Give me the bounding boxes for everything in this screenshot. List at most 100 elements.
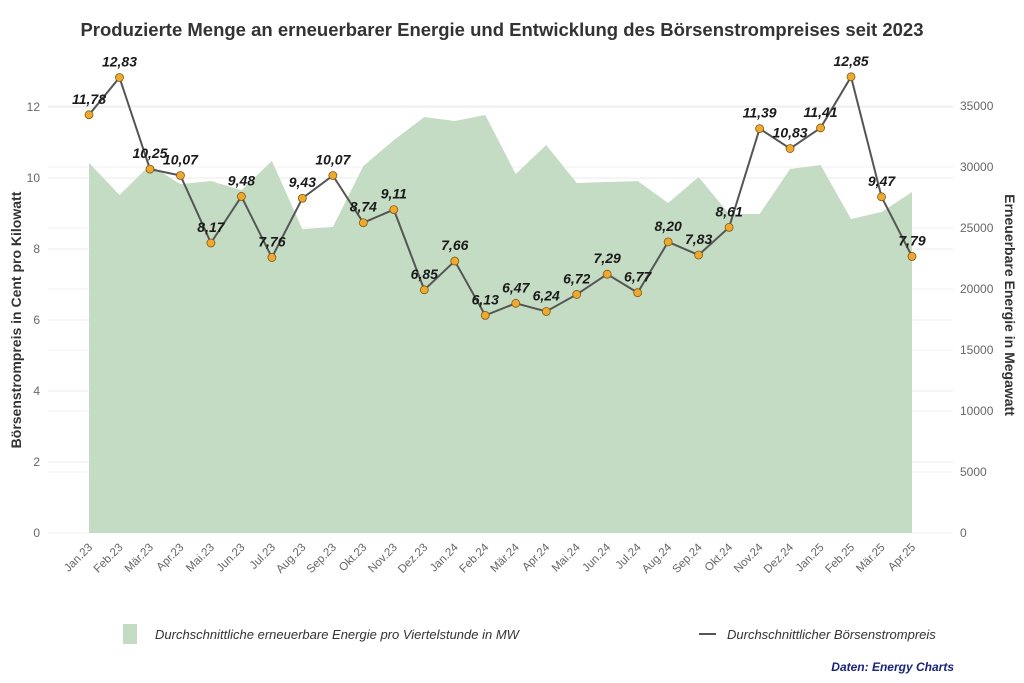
price-data-label: 9,43 [289,174,316,190]
y-left-tick-label: 12 [27,100,41,114]
price-data-label: 7,83 [685,231,712,247]
x-tick-label: Aug.24 [640,541,675,576]
y-right-ticks: 0 5000 10000 15000 20000 25000 30000 35000 [960,99,994,540]
x-tick-label: Okt.23 [337,542,369,574]
price-point [541,307,551,316]
y-left-tick-label: 10 [27,171,41,185]
price-point [633,288,643,298]
price-data-label: 9,48 [228,172,255,188]
price-point [785,144,795,153]
price-point [724,222,734,232]
price-point [602,269,612,279]
price-data-label: 6,85 [411,266,438,282]
price-data-label: 11,39 [743,105,777,121]
price-point [419,285,429,295]
legend: Durchschnittliche erneuerbare Energie pr… [123,624,936,644]
price-data-label: 7,29 [594,250,621,266]
y-right-tick-label: 30000 [960,160,994,174]
x-tick-label: Apr.23 [155,542,187,574]
price-data-label: 6,72 [563,270,590,286]
y-right-tick-label: 35000 [960,99,994,113]
price-data-label: 8,74 [350,199,377,215]
x-tick-label: Jan.25 [794,542,827,575]
x-tick-label: Nov.24 [732,541,766,575]
price-point [84,110,94,120]
x-tick-label: Feb.24 [458,541,492,575]
energy-area-layer [89,115,912,533]
price-point [206,238,216,248]
x-tick-label: Nov.23 [366,542,400,576]
price-line-layer [88,74,913,317]
price-point [572,290,582,299]
x-tick-label: Sep.23 [305,542,339,576]
y-left-tick-label: 4 [33,384,40,398]
y-left-ticks: 0 2 4 6 8 10 12 [27,100,41,540]
y-left-tick-label: 6 [33,313,40,327]
price-point [450,256,460,266]
price-point [389,205,399,214]
price-point [176,171,185,180]
x-tick-label: Mai.24 [550,541,583,574]
price-data-label: 8,61 [715,203,742,219]
x-tick-label: Mär.23 [123,542,156,575]
price-point [115,73,124,82]
y-left-tick-label: 0 [33,526,40,540]
y-right-tick-label: 25000 [960,221,994,235]
price-point [358,218,368,228]
price-point [663,237,673,247]
price-data-label: 6,47 [502,279,530,295]
y-right-axis-title: Erneuerbare Energie in Megawatt [1002,194,1018,416]
y-right-tick-label: 5000 [960,465,987,479]
price-marker-layer [84,72,917,320]
x-tick-label: Jun.23 [215,542,248,575]
price-point [877,192,886,202]
y-left-tick-label: 8 [33,242,40,256]
price-data-label: 6,24 [533,287,560,303]
price-data-label: 10,07 [163,152,199,168]
source-note: Daten: Energy Charts [831,660,954,674]
price-data-label: 8,20 [655,218,682,234]
legend-label-line: Durchschnittlicher Börsenstrompreis [727,627,936,642]
price-data-label: 7,79 [898,232,925,248]
price-data-label: 12,83 [102,54,137,70]
x-tick-label: Feb.23 [92,542,126,576]
price-data-label: 11,41 [804,104,838,120]
x-tick-label: Jun.24 [580,541,613,574]
x-tick-label: Apr.25 [886,542,918,574]
price-data-label: 7,76 [258,234,285,250]
price-data-label: 10,83 [773,125,808,141]
price-data-label: 10,25 [132,145,167,161]
price-point [694,250,704,260]
price-data-label: 12,85 [834,53,869,69]
y-right-tick-label: 15000 [960,343,994,357]
price-point [237,192,246,201]
x-tick-label: Jan.24 [428,541,461,574]
x-tick-label: Mai.23 [184,542,217,575]
price-point [846,72,856,82]
price-data-label: 8,17 [197,219,225,235]
price-point [328,171,338,180]
price-point [511,298,521,308]
price-label-layer: 11,7812,8310,2510,078,179,487,769,4310,0… [72,53,926,308]
y-left-axis-title: Börsenstrompreis in Cent pro Kilowatt [8,191,24,448]
price-point [755,124,764,134]
price-point [816,123,825,133]
x-tick-label: Sep.24 [670,541,705,576]
price-data-label: 6,77 [624,269,652,285]
y-right-tick-label: 20000 [960,282,994,296]
x-tick-label: Dez.23 [396,542,430,576]
x-tick-label: Dez.24 [762,541,797,576]
legend-label-area: Durchschnittliche erneuerbare Energie pr… [155,627,521,642]
price-line [88,74,913,317]
price-data-label: 7,66 [441,237,468,253]
x-tick-label: Aug.23 [274,542,308,576]
price-data-label: 10,07 [315,152,351,168]
y-left-tick-label: 2 [33,455,40,469]
x-tick-label: Mär.24 [489,541,523,575]
price-point [480,310,490,320]
x-tick-label: Apr.24 [520,541,552,573]
price-point [907,252,917,261]
chart-title: Produzierte Menge an erneuerbarer Energi… [80,19,923,40]
